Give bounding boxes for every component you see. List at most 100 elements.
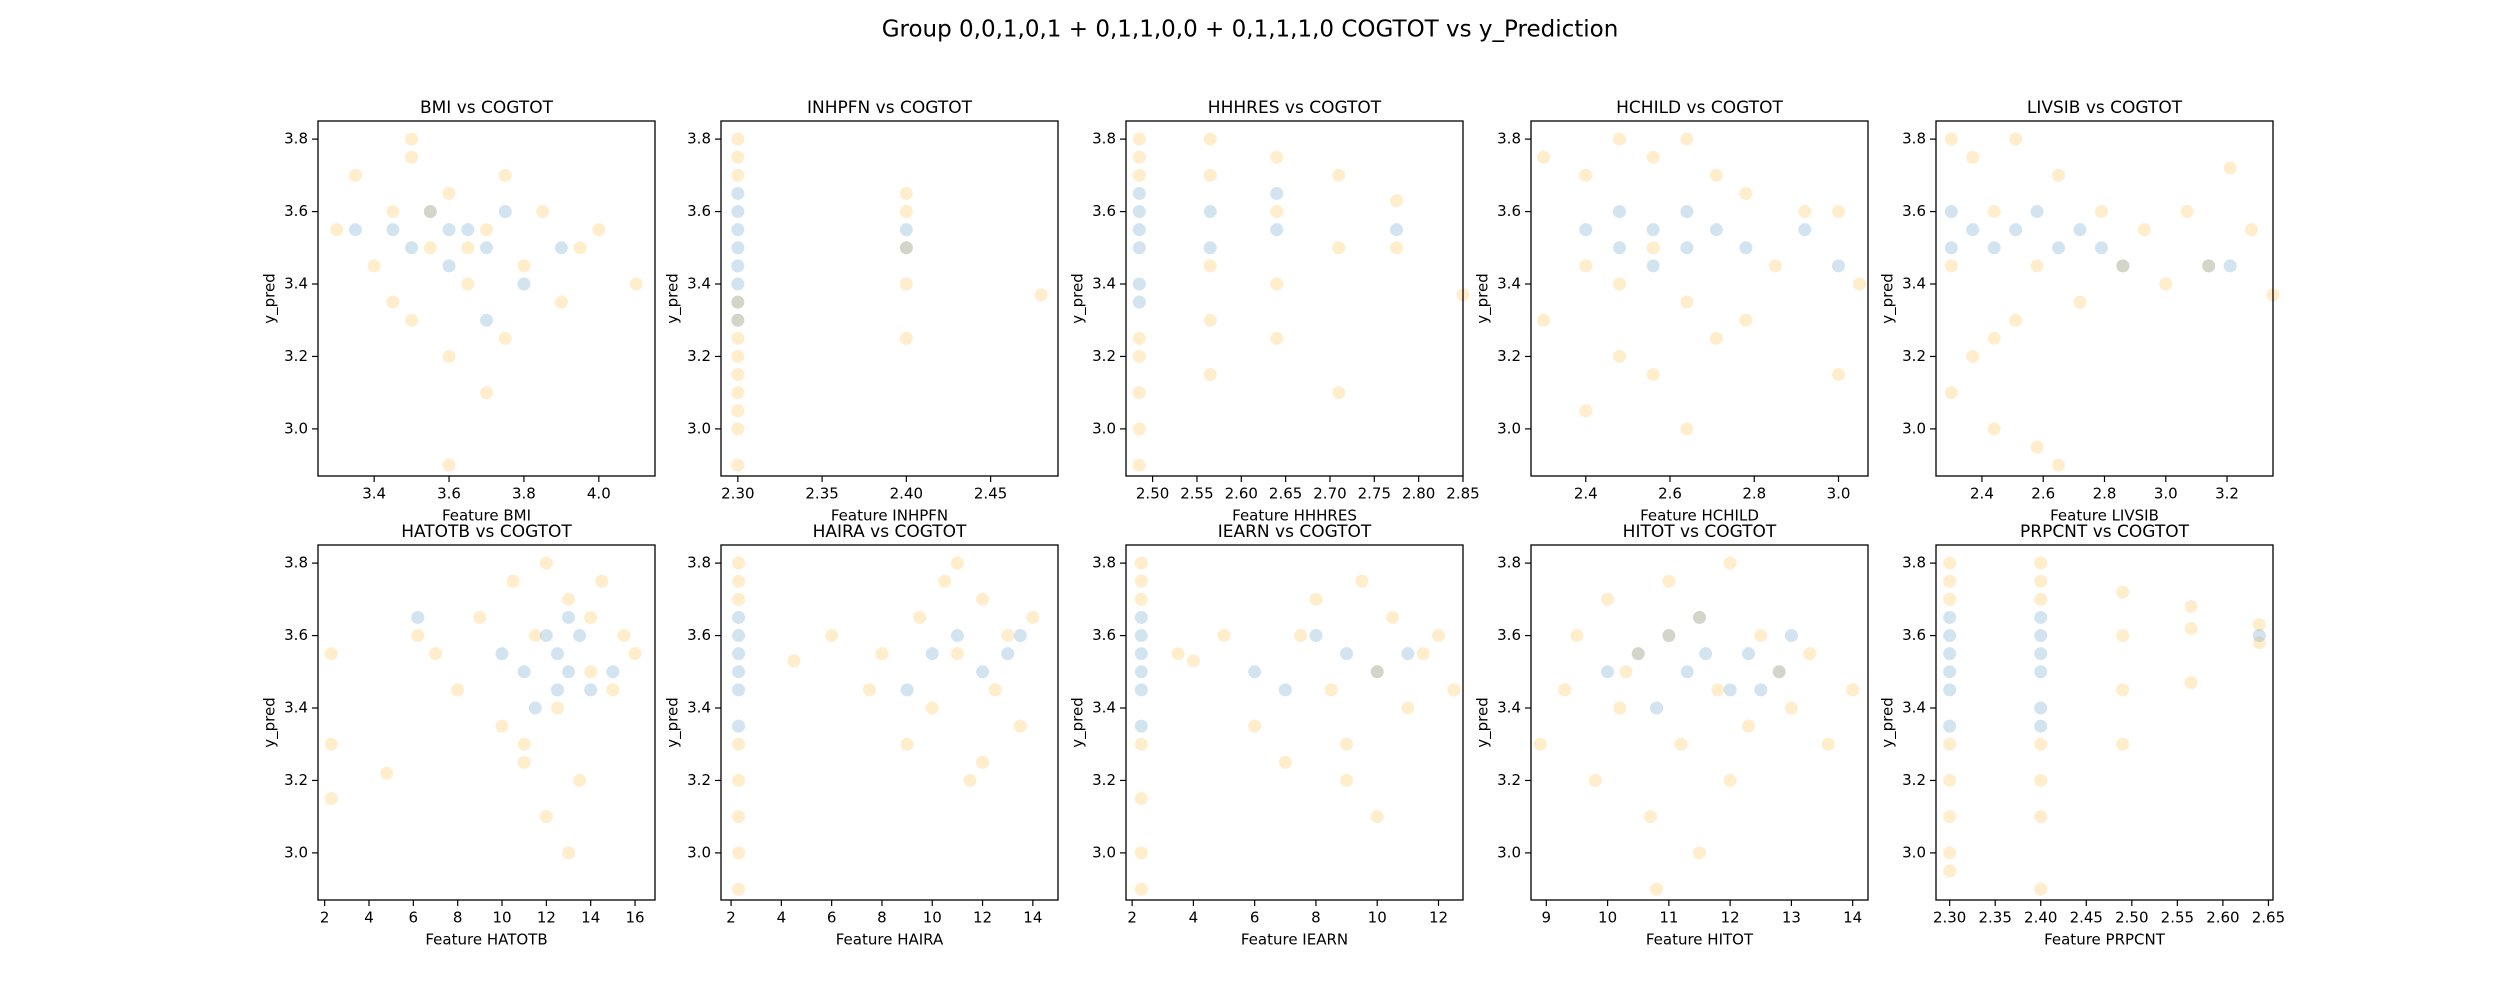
point [461,223,475,237]
point [2052,168,2066,182]
plot-frame [720,544,1059,901]
point [732,719,746,733]
point [1134,846,1148,860]
point [1533,737,1547,751]
x-tick-label: 2.8 [1742,485,1766,503]
point [1674,737,1688,751]
point [1680,132,1694,146]
plot-frame [1125,120,1464,477]
x-tick-label: 2.50 [2115,909,2148,927]
point [899,186,913,200]
point [1987,422,2001,436]
point [2252,636,2266,650]
point [1612,241,1626,255]
point [1772,665,1786,679]
point [1370,810,1384,824]
point [517,277,531,291]
x-tick-label: 14 [1843,909,1862,927]
x-tick-label: 2.50 [1136,485,1169,503]
y-tick-label: 3.4 [687,275,711,293]
point [386,205,400,219]
point [2052,458,2066,472]
point [517,259,531,273]
point [1370,665,1384,679]
point [1558,683,1572,697]
y-tick-label: 3.6 [1497,202,1521,220]
x-axis-label: Feature HAIRA [836,931,944,949]
point [1134,647,1148,661]
x-axis-label: Feature BMI [442,507,531,525]
y-axis-label: y_pred [261,697,280,748]
point [1203,168,1217,182]
x-tick-label: 2.55 [1180,485,1213,503]
point [2245,223,2259,237]
point [348,223,362,237]
point [2034,882,2048,896]
point [1723,773,1737,787]
point [480,313,493,327]
point [1943,846,1957,860]
x-tick-label: 8 [1311,909,1321,927]
point [875,647,889,661]
point [2180,205,2194,219]
point [2034,556,2048,570]
point [2184,621,2198,635]
y-axis-label: y_pred [1069,273,1088,324]
x-axis-label: Feature PRPCNT [2044,931,2166,949]
point [787,654,801,668]
point [1270,277,1284,291]
point [2184,676,2198,690]
point [1389,194,1403,208]
point [1579,404,1593,418]
y-tick-label: 3.8 [1092,130,1116,148]
y-tick-label: 3.8 [1092,554,1116,572]
point [1754,683,1768,697]
x-tick-label: 10 [492,909,511,927]
point [1270,205,1284,219]
point [461,277,475,291]
point [573,629,587,643]
x-tick-label: 2.40 [890,485,923,503]
point [528,629,542,643]
x-tick-label: 12 [1429,909,1448,927]
point [1650,882,1664,896]
point [1203,205,1217,219]
point [1132,422,1146,436]
point [498,205,512,219]
plot-frame [720,120,1059,477]
point [2252,629,2266,643]
point [1742,647,1756,661]
point [1186,654,1200,668]
point [1248,719,1262,733]
y-tick-label: 3.8 [1902,554,1926,572]
point [423,241,437,255]
y-tick-label: 3.8 [1497,130,1521,148]
point [1723,683,1737,697]
x-tick-label: 2.45 [2070,909,2103,927]
x-tick-label: 6 [1250,909,1260,927]
point [528,701,542,715]
y-tick-label: 3.4 [1497,699,1521,717]
x-tick-label: 2.4 [1970,485,1994,503]
x-tick-label: 10 [1598,909,1617,927]
y-tick-label: 3.2 [687,347,711,365]
point [1966,223,1980,237]
x-tick-label: 2.30 [1933,909,1966,927]
x-tick-label: 13 [1782,909,1801,927]
point [1680,665,1694,679]
point [1203,241,1217,255]
x-axis-label: Feature LIVSIB [2050,507,2159,525]
point [1943,683,1957,697]
point [1134,882,1148,896]
point [1132,277,1146,291]
point [1132,132,1146,146]
point [1401,701,1415,715]
subplot-title: HITOT vs COGTOT [1623,522,1777,542]
point [1132,331,1146,345]
point [1340,647,1354,661]
y-tick-label: 3.6 [687,202,711,220]
point [2034,773,2048,787]
point [731,386,745,400]
point [1754,629,1768,643]
x-tick-label: 2.60 [1225,485,1258,503]
